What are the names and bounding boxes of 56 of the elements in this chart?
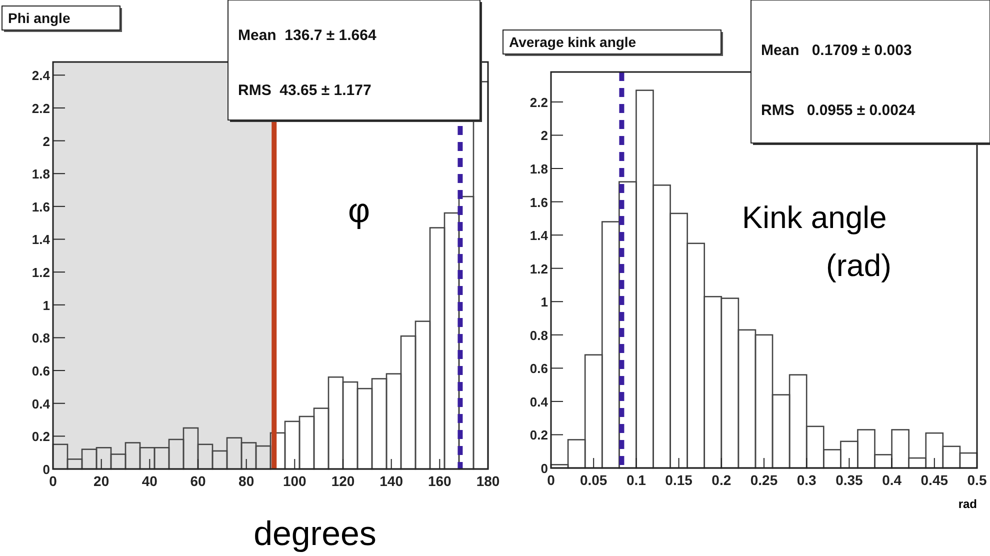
y-tick-label: 0.8: [530, 328, 548, 343]
y-tick-label: 1.2: [32, 265, 50, 280]
annotation: RMS 43.65 ± 1.177: [238, 82, 372, 99]
y-tick-label: 1: [540, 294, 548, 310]
x-tick-label: 0.35: [836, 472, 864, 488]
title-box: Phi angle: [2, 6, 122, 32]
x-tick-label: 0.5: [967, 472, 987, 488]
y-tick-label: 1.2: [530, 261, 548, 276]
y-tick-label: 1.4: [530, 228, 549, 244]
y-tick-label: 0.6: [32, 364, 50, 379]
y-tick-label: 2.4: [32, 68, 51, 84]
x-tick-label: 160: [428, 473, 452, 489]
x-tick-label: 80: [238, 473, 254, 489]
y-tick-label: 1.8: [32, 166, 50, 182]
y-tick-label: 0.8: [32, 330, 50, 346]
annotation: RMS 0.0955 ± 0.0024: [761, 102, 916, 119]
y-tick-label: 2: [42, 134, 50, 149]
y-tick-label: 1.4: [32, 232, 51, 248]
y-tick-label: 0.4: [530, 394, 549, 410]
y-tick-label: 1.6: [530, 194, 548, 210]
x-tick-label: 40: [142, 473, 158, 489]
y-tick-label: 1: [42, 298, 50, 313]
x-tick-label: 0.45: [920, 472, 948, 488]
x-tick-label: 0.1: [626, 472, 646, 488]
x-tick-label: 0.3: [796, 472, 817, 488]
x-axis-title: rad: [958, 497, 977, 511]
chart-title: Average kink angle: [509, 34, 636, 50]
x-tick-label: 100: [282, 473, 307, 489]
y-tick-label: 2.2: [32, 100, 50, 116]
y-tick-label: 1.6: [32, 199, 50, 214]
statistics-box: Mean 136.7 ± 1.664 RMS 43.65 ± 1.177: [228, 0, 482, 122]
x-tick-label: 0.05: [580, 472, 608, 488]
y-tick-label: 0.6: [530, 361, 548, 376]
x-tick-label: 20: [94, 473, 110, 489]
y-tick-label: 0.2: [32, 429, 50, 444]
statistics-box: Mean 0.1709 ± 0.003 RMS 0.0955 ± 0.0024: [750, 0, 990, 145]
x-tick-label: 120: [331, 473, 355, 489]
annotation: φ: [348, 192, 370, 230]
x-tick-label: 0.2: [712, 472, 732, 488]
x-tick-label: 60: [190, 473, 206, 489]
y-tick-label: 0.2: [530, 428, 548, 443]
x-tick-label: 0.25: [750, 472, 778, 488]
x-tick-label: 180: [476, 473, 500, 489]
x-tick-label: 0.4: [882, 472, 902, 488]
y-tick-label: 0.4: [32, 396, 51, 412]
annotation: Kink angle (rad): [742, 200, 892, 283]
y-tick-label: 0: [42, 462, 50, 477]
x-axis-title: degrees: [254, 515, 376, 553]
x-tick-label: 0.15: [665, 472, 693, 488]
y-tick-label: 1.8: [530, 162, 548, 177]
x-tick-label: 140: [380, 473, 404, 489]
y-tick-label: 2: [540, 128, 548, 144]
title-box: Average kink angle: [502, 30, 723, 56]
y-tick-label: 0: [540, 461, 548, 476]
y-tick-label: 2.2: [530, 94, 548, 110]
chart-title: Phi angle: [8, 10, 70, 26]
